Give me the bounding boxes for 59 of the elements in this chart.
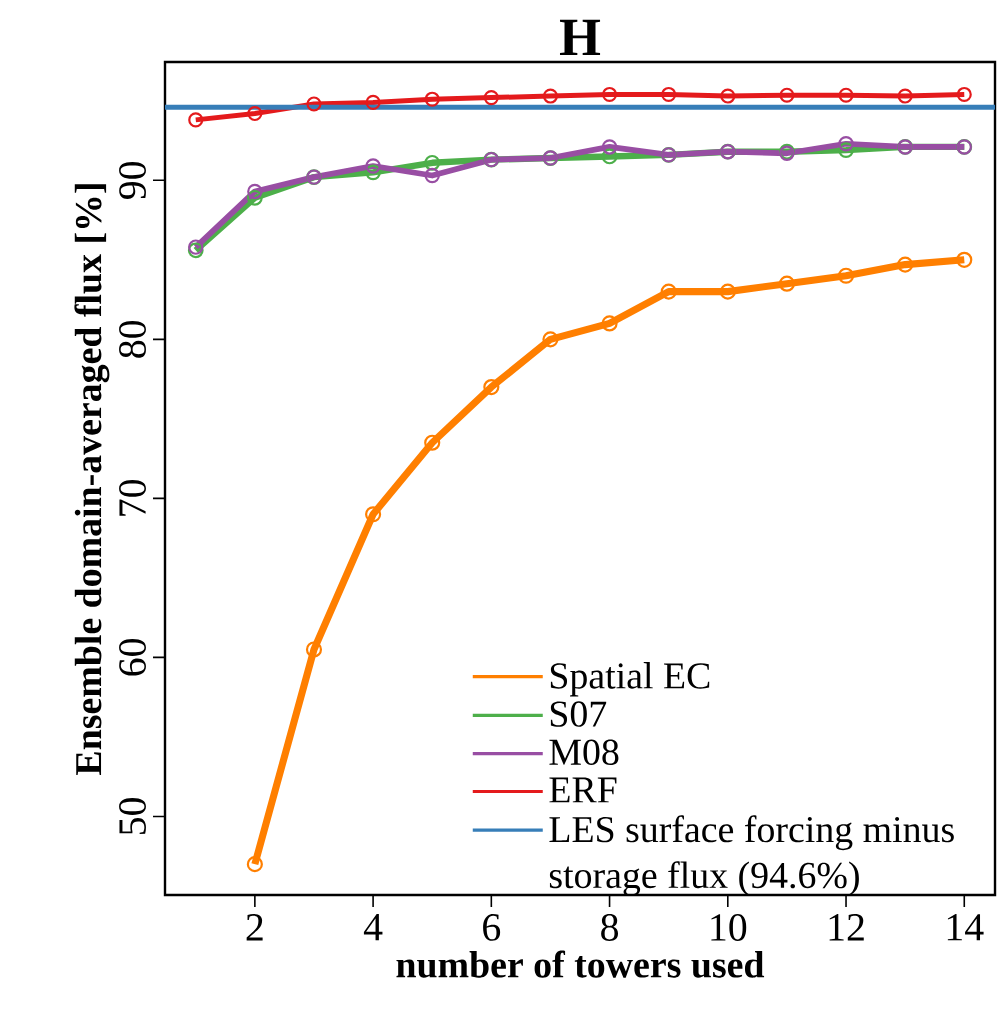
point [838, 87, 854, 103]
point [719, 283, 736, 300]
point [838, 136, 854, 152]
point [838, 142, 854, 158]
point [424, 434, 441, 451]
legend-label: S07 [550, 701, 607, 727]
point [365, 158, 381, 174]
x-tick-label: 2 [246, 914, 263, 941]
y-tick-label: 60 [119, 639, 146, 676]
x-tick-label: 4 [363, 914, 383, 941]
x-tick-label: 8 [601, 914, 619, 941]
point [542, 88, 559, 104]
point [365, 506, 382, 523]
point [188, 112, 204, 128]
point [956, 251, 973, 268]
y-tick-label: 90 [119, 161, 146, 199]
point [602, 86, 618, 102]
point [365, 94, 381, 110]
point [837, 267, 855, 284]
y-tick-label: 50 [119, 798, 146, 835]
point [187, 242, 204, 259]
y-tick-label: 70 [119, 479, 146, 516]
point [601, 315, 618, 332]
point [601, 139, 618, 155]
point [897, 256, 914, 273]
legend-label: ERF [549, 777, 617, 803]
point [424, 91, 440, 107]
point [247, 183, 263, 200]
point [483, 378, 500, 396]
point [305, 641, 323, 658]
point [306, 96, 322, 112]
point [956, 86, 972, 102]
x-tick-label: 12 [829, 914, 864, 941]
x-tick-label: 14 [947, 914, 984, 941]
point [660, 283, 677, 300]
point [542, 331, 559, 348]
x-axis-title: number of towers used [396, 950, 765, 978]
point [778, 275, 795, 292]
point [720, 88, 736, 104]
x-tick-label: 10 [711, 914, 747, 941]
y-tick-label: 80 [119, 320, 146, 358]
point [661, 86, 677, 102]
legend-label: Spatial EC [550, 662, 710, 697]
point [246, 856, 263, 873]
point [424, 154, 441, 171]
point [247, 105, 263, 122]
point [424, 167, 440, 184]
point [188, 239, 204, 255]
legend-label: LES surface forcing minus storage flux (94.6%) [549, 815, 954, 896]
point [246, 189, 263, 206]
point [483, 90, 499, 106]
legend-label: M08 [549, 739, 619, 765]
y-axis-title: Ensemble domain-averaged flux [%] [74, 184, 110, 775]
x-tick-label: 6 [483, 914, 501, 941]
point [601, 148, 618, 165]
chart-title: H [559, 19, 601, 55]
point [779, 87, 795, 103]
point [897, 88, 913, 104]
point [365, 164, 381, 181]
